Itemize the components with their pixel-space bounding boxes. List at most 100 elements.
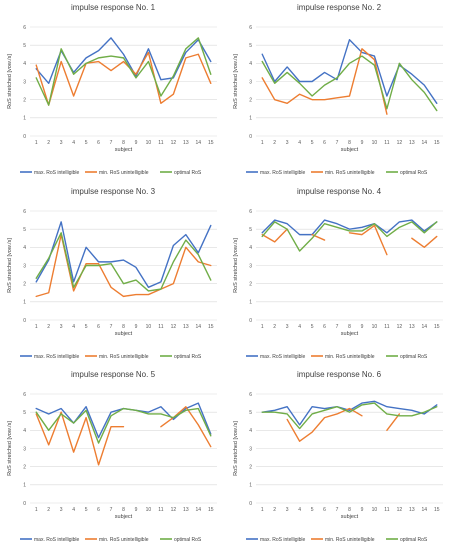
- y-tick-label: 6: [23, 209, 26, 215]
- data-point-optimal: [98, 442, 99, 443]
- x-tick-label: 7: [336, 140, 339, 146]
- data-point-optimal: [48, 258, 49, 259]
- data-point-optimal: [135, 77, 136, 78]
- data-point-optimal: [436, 406, 437, 407]
- data-point-max: [386, 95, 387, 96]
- data-point-optimal: [85, 63, 86, 64]
- y-tick-label: 5: [249, 227, 252, 233]
- data-point-min: [135, 74, 136, 75]
- data-point-max: [374, 401, 375, 402]
- x-tick-label: 15: [434, 140, 440, 146]
- data-point-max: [324, 72, 325, 73]
- y-tick-label: 4: [249, 245, 252, 251]
- data-point-min: [386, 254, 387, 255]
- legend-label: min. RoS unintelligible: [99, 170, 149, 176]
- data-point-optimal: [324, 410, 325, 411]
- x-tick-label: 5: [311, 507, 314, 513]
- x-axis-label: subject: [341, 331, 359, 337]
- data-point-optimal: [361, 230, 362, 231]
- data-point-optimal: [173, 417, 174, 418]
- data-point-optimal: [48, 430, 49, 431]
- x-tick-label: 4: [298, 507, 301, 513]
- data-point-optimal: [210, 435, 211, 436]
- data-point-min: [262, 77, 263, 78]
- x-tick-label: 13: [409, 324, 415, 330]
- data-point-optimal: [349, 411, 350, 412]
- x-tick-label: 7: [110, 140, 113, 146]
- data-point-optimal: [48, 104, 49, 105]
- data-point-optimal: [160, 95, 161, 96]
- data-point-max: [299, 424, 300, 425]
- y-tick-label: 1: [23, 300, 26, 306]
- data-point-optimal: [361, 55, 362, 56]
- legend-item-optimal: optimal RoS: [160, 537, 202, 543]
- x-tick-label: 6: [97, 324, 100, 330]
- x-tick-label: 10: [146, 140, 152, 146]
- data-point-optimal: [399, 415, 400, 416]
- x-tick-label: 6: [323, 324, 326, 330]
- data-point-min: [110, 287, 111, 288]
- data-point-optimal: [336, 227, 337, 228]
- x-tick-label: 8: [122, 140, 125, 146]
- data-point-max: [262, 54, 263, 55]
- legend-label: max. RoS intelligible: [260, 537, 306, 543]
- series-line-optimal: [35, 37, 212, 106]
- data-point-optimal: [98, 265, 99, 266]
- legend-label: max. RoS intelligible: [34, 170, 80, 176]
- series-line-min: [348, 224, 388, 256]
- data-point-min: [198, 261, 199, 262]
- data-point-min: [98, 61, 99, 62]
- y-axis-label: RoS stretched [vow./s]: [7, 421, 13, 476]
- data-point-min: [324, 239, 325, 240]
- data-point-max: [148, 411, 149, 412]
- data-point-max: [436, 103, 437, 104]
- data-point-max: [399, 408, 400, 409]
- legend-item-optimal: optimal RoS: [386, 537, 428, 543]
- legend-item-min: min. RoS unintelligible: [311, 170, 375, 176]
- data-point-min: [185, 406, 186, 407]
- data-point-min: [123, 296, 124, 297]
- y-tick-label: 3: [23, 446, 26, 452]
- y-tick-label: 2: [23, 281, 26, 287]
- x-tick-label: 3: [286, 324, 289, 330]
- x-tick-label: 8: [122, 324, 125, 330]
- data-point-min: [98, 263, 99, 264]
- data-point-min: [411, 238, 412, 239]
- x-tick-label: 11: [384, 140, 389, 146]
- data-point-optimal: [336, 406, 337, 407]
- x-tick-label: 15: [208, 507, 214, 513]
- x-tick-label: 14: [196, 140, 202, 146]
- legend-label: optimal RoS: [400, 170, 428, 176]
- x-tick-label: 14: [422, 507, 428, 513]
- x-axis-label: subject: [115, 514, 133, 520]
- data-point-min: [374, 59, 375, 60]
- x-tick-label: 9: [361, 324, 364, 330]
- x-tick-label: 13: [183, 140, 189, 146]
- y-tick-label: 0: [249, 501, 252, 507]
- y-tick-label: 6: [249, 25, 252, 31]
- y-tick-label: 5: [249, 410, 252, 416]
- x-tick-label: 9: [135, 140, 138, 146]
- chart-title: impulse response No. 3: [71, 187, 156, 196]
- data-point-optimal: [386, 236, 387, 237]
- data-point-optimal: [262, 61, 263, 62]
- data-point-max: [185, 234, 186, 235]
- data-point-optimal: [123, 283, 124, 284]
- data-point-max: [98, 50, 99, 51]
- y-tick-label: 4: [23, 428, 26, 434]
- data-point-min: [436, 236, 437, 237]
- data-point-max: [374, 55, 375, 56]
- series-line-max: [261, 219, 438, 236]
- data-point-optimal: [173, 75, 174, 76]
- data-point-max: [36, 281, 37, 282]
- x-tick-label: 11: [158, 324, 163, 330]
- data-point-max: [160, 79, 161, 80]
- data-point-min: [110, 426, 111, 427]
- y-tick-label: 2: [249, 97, 252, 103]
- y-tick-label: 3: [249, 263, 252, 269]
- data-point-optimal: [424, 232, 425, 233]
- y-tick-label: 6: [23, 392, 26, 398]
- data-point-optimal: [85, 410, 86, 411]
- chart-panel-ir1: impulse response No. 1 0 1 2 3 4 5 6 1 2 3 4 5 6 7 8 9 10…: [0, 0, 226, 183]
